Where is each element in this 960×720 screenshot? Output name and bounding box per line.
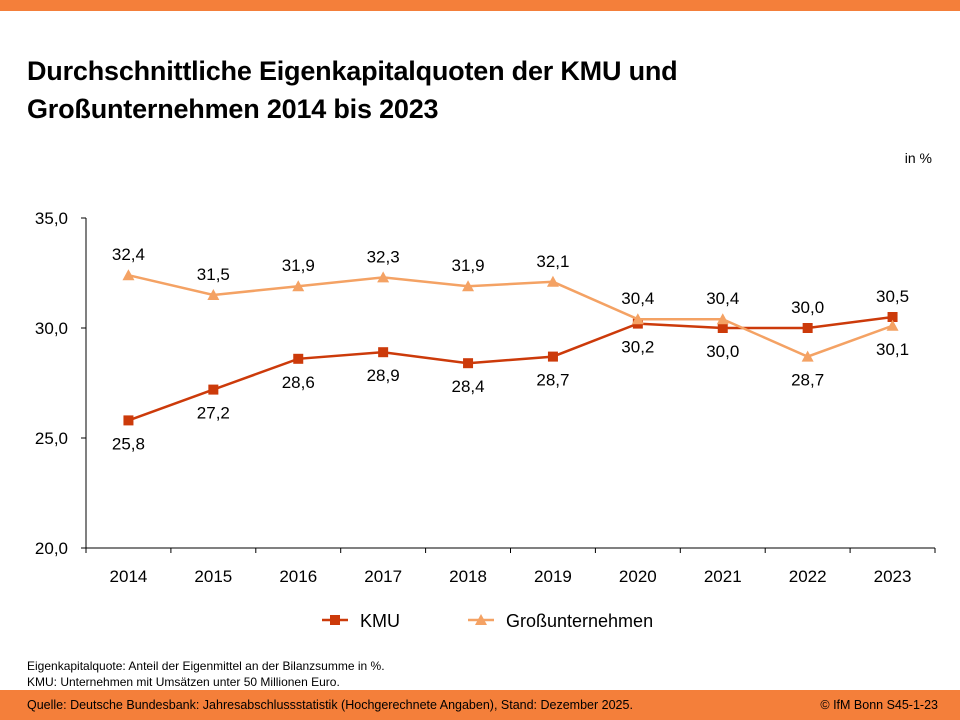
kmu-marker: [463, 358, 474, 369]
data-label: 28,7: [536, 371, 569, 390]
grossunternehmen-marker: [716, 313, 729, 325]
footnotes: Eigenkapitalquote: Anteil der Eigenmitte…: [27, 658, 385, 690]
unit-label: in %: [904, 150, 932, 166]
grossunternehmen-marker: [377, 271, 390, 283]
copyright-text: © IfM Bonn S45-1-23: [820, 698, 938, 712]
x-tick-label: 2023: [874, 567, 912, 586]
data-label: 27,2: [197, 404, 230, 423]
grossunternehmen-marker: [886, 319, 899, 331]
grossunternehmen-marker: [122, 269, 135, 281]
footnote-kmu: KMU: Unternehmen mit Umsätzen unter 50 M…: [27, 675, 340, 689]
grossunternehmen-marker: [801, 350, 814, 362]
grossunternehmen-marker: [631, 313, 644, 325]
kmu-marker: [378, 347, 389, 358]
data-labels: 25,8 27,2 28,6 28,9 28,4 28,7 30,2 30,0 30,0 30,5…: [112, 245, 909, 453]
kmu-marker: [887, 312, 898, 322]
legend-label: KMU: [360, 611, 400, 631]
source-text: Quelle: Deutsche Bundesbank: Jahresabsch…: [27, 698, 633, 712]
x-tick-label: 2022: [789, 567, 827, 586]
data-label: 30,4: [706, 289, 739, 308]
data-label: 28,9: [367, 366, 400, 385]
axes: 20,0 25,0 30,0 35,0 2014 2015 2016 2017 2018 2019…: [35, 209, 936, 586]
footer-bar: Quelle: Deutsche Bundesbank: Jahresabsch…: [0, 690, 960, 720]
chart-title: Durchschnittliche Eigenkapitalquoten der…: [27, 56, 678, 124]
data-label: 28,7: [791, 371, 824, 390]
line-chart: 20,0 25,0 30,0 35,0 2014 2015 2016 2017 2018 2019…: [35, 209, 936, 631]
data-label: 30,4: [621, 289, 654, 308]
kmu-marker: [208, 384, 219, 395]
legend-label: Großunternehmen: [506, 611, 653, 631]
x-tick-label: 2017: [364, 567, 402, 586]
grossunternehmen-marker: [292, 280, 305, 292]
x-tick-label: 2020: [619, 567, 657, 586]
legend-square-icon: [330, 615, 340, 625]
series-line-grossunternehmen: [128, 273, 893, 358]
data-label: 30,2: [621, 338, 654, 357]
x-tick-label: 2019: [534, 567, 572, 586]
x-tick-label: 2014: [110, 567, 148, 586]
data-label: 28,4: [452, 377, 485, 396]
x-tick-label: 2018: [449, 567, 487, 586]
x-tick-label: 2015: [194, 567, 232, 586]
legend-triangle-icon: [475, 614, 487, 625]
series-line-kmu: [128, 315, 893, 422]
series-layer: [122, 269, 899, 426]
data-label: 31,9: [452, 256, 485, 275]
grossunternehmen-marker: [546, 275, 559, 287]
data-label: 28,6: [282, 373, 315, 392]
y-tick-label: 35,0: [35, 209, 68, 228]
data-label: 30,0: [706, 342, 739, 361]
footnote-definition: Eigenkapitalquote: Anteil der Eigenmitte…: [27, 659, 385, 673]
kmu-marker: [717, 323, 728, 333]
legend: KMU Großunternehmen: [322, 611, 653, 631]
data-label: 25,8: [112, 434, 145, 453]
kmu-marker: [123, 415, 134, 426]
kmu-marker: [802, 323, 813, 333]
data-label: 31,5: [197, 265, 230, 284]
grossunternehmen-marker: [462, 280, 475, 292]
kmu-marker: [547, 351, 558, 362]
data-label: 30,5: [876, 287, 909, 306]
data-label: 30,1: [876, 340, 909, 359]
data-label: 31,9: [282, 256, 315, 275]
data-label: 32,1: [536, 252, 569, 271]
grossunternehmen-marker: [207, 289, 220, 300]
y-tick-label: 30,0: [35, 319, 68, 338]
x-tick-label: 2021: [704, 567, 742, 586]
x-tick-label: 2016: [279, 567, 317, 586]
data-label: 32,3: [367, 247, 400, 266]
kmu-marker: [293, 353, 304, 364]
data-label: 32,4: [112, 245, 145, 264]
y-tick-label: 25,0: [35, 429, 68, 448]
data-label: 30,0: [791, 298, 824, 317]
top-accent-bar: [0, 0, 960, 11]
y-tick-label: 20,0: [35, 539, 68, 558]
